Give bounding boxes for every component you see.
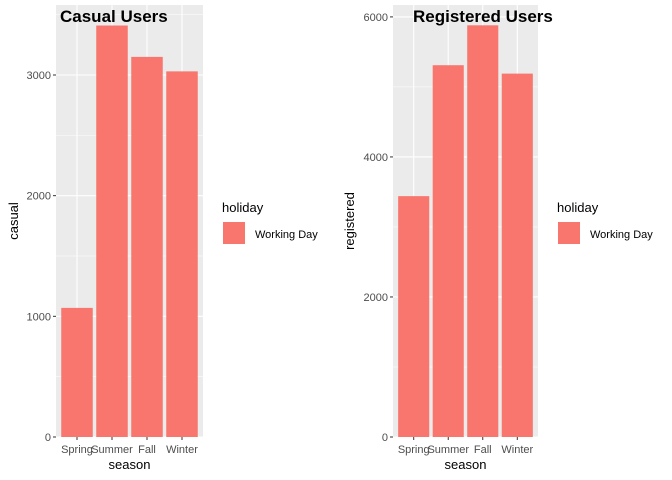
x-tick-label: Fall — [474, 444, 492, 456]
y-axis-title: casual — [6, 202, 21, 240]
bar-winter — [166, 71, 198, 437]
y-tick-label: 2000 — [27, 191, 51, 203]
x-tick-label: Winter — [166, 444, 198, 456]
y-tick-label: 2000 — [364, 292, 388, 304]
legend-key — [558, 222, 580, 244]
x-tick-label: Winter — [501, 444, 533, 456]
legend-label: Working Day — [255, 229, 318, 241]
x-axis-title: season — [109, 457, 151, 472]
legend-title: holiday — [222, 200, 264, 215]
x-tick-label: Fall — [138, 444, 156, 456]
chart-title: Registered Users — [413, 7, 553, 26]
x-tick-label: Summer — [91, 444, 133, 456]
bar-spring — [398, 196, 430, 437]
y-axis-title: registered — [342, 192, 357, 250]
legend-key — [223, 222, 245, 244]
y-tick-label: 1000 — [27, 311, 51, 323]
y-tick-label: 0 — [45, 432, 51, 444]
chart-title: Casual Users — [60, 7, 168, 26]
bar-winter — [501, 73, 533, 438]
bar-summer — [96, 25, 128, 437]
legend-label: Working Day — [590, 229, 653, 241]
y-tick-label: 0 — [382, 432, 388, 444]
x-axis-title: season — [445, 457, 487, 472]
y-tick-label: 4000 — [364, 152, 388, 164]
x-tick-label: Spring — [61, 444, 93, 456]
bar-fall — [467, 25, 499, 438]
legend-title: holiday — [557, 200, 599, 215]
x-tick-label: Summer — [427, 444, 469, 456]
bar-summer — [432, 65, 464, 438]
y-tick-label: 6000 — [364, 12, 388, 24]
y-tick-label: 3000 — [27, 70, 51, 82]
x-tick-label: Spring — [398, 444, 430, 456]
bar-fall — [131, 56, 163, 437]
bar-spring — [61, 307, 93, 437]
